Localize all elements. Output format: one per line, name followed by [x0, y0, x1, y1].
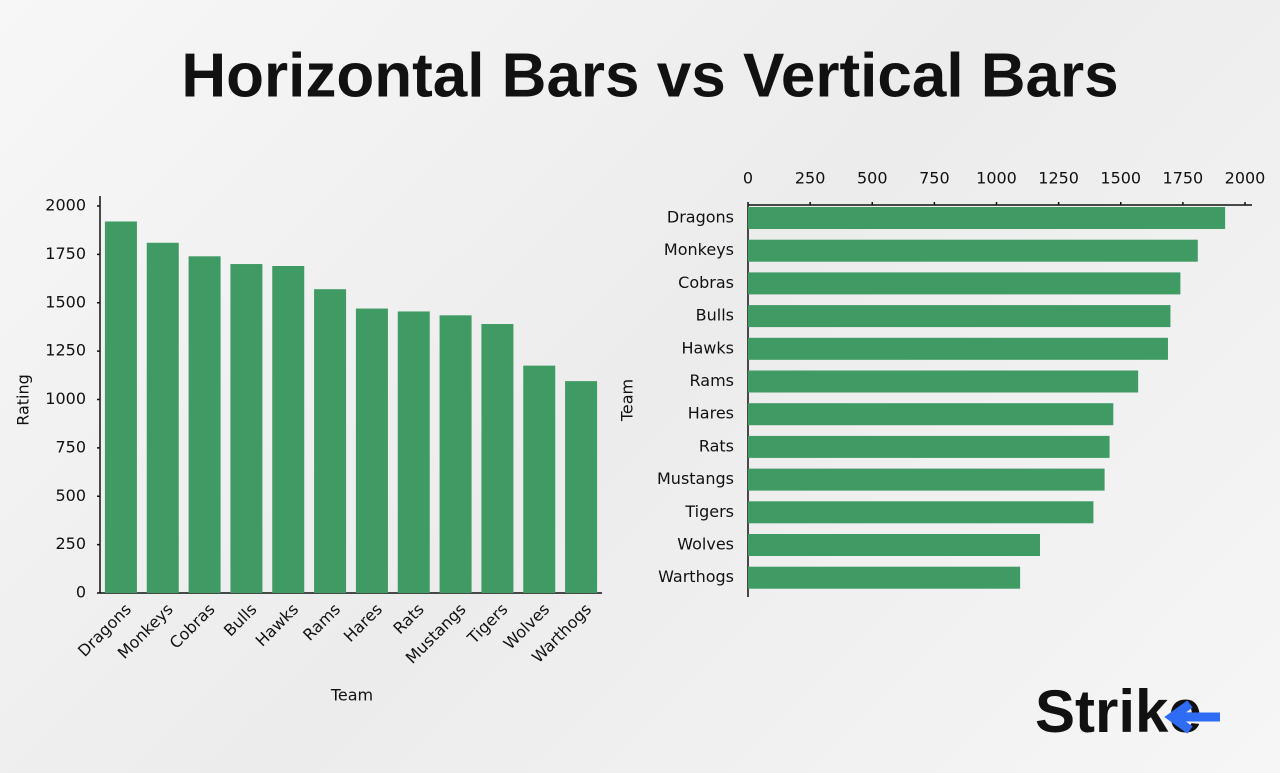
bar [104, 221, 137, 594]
y-tick-label: 1250 [45, 341, 86, 360]
y-tick-label: 1750 [45, 244, 86, 263]
bar [748, 403, 1114, 426]
bar [188, 256, 221, 593]
bar [748, 534, 1040, 556]
x-tick-label: Hawks [252, 600, 303, 651]
y-tick-label: Dragons [667, 208, 734, 227]
y-tick-label: 250 [55, 534, 86, 553]
x-tick-label: Hares [340, 600, 386, 646]
logo-arrow [1164, 700, 1220, 734]
y-tick-label: Hawks [681, 338, 734, 357]
x-tick-label: 1250 [1038, 169, 1079, 188]
bar [748, 239, 1198, 262]
bar [355, 308, 388, 593]
bar [748, 501, 1094, 524]
bar [748, 337, 1168, 360]
x-tick-label: 750 [919, 169, 950, 188]
y-tick-label: 0 [76, 583, 86, 602]
x-tick-label: 2000 [1225, 169, 1266, 188]
x-tick-label: Cobras [166, 600, 219, 653]
y-tick-label: Cobras [678, 273, 734, 292]
y-tick-label: Rats [699, 436, 734, 455]
y-tick-label: Hares [688, 404, 734, 423]
x-tick-label: 250 [795, 169, 826, 188]
y-tick-label: 1000 [45, 389, 86, 408]
bar [748, 370, 1139, 393]
y-tick-label: Tigers [684, 502, 734, 521]
bar [314, 289, 347, 593]
page-title: Horizontal Bars vs Vertical Bars [181, 41, 1118, 110]
x-tick-label: 1500 [1100, 169, 1141, 188]
x-tick-label: 1000 [976, 169, 1017, 188]
bar [748, 272, 1181, 295]
bar [439, 315, 472, 593]
bar [748, 468, 1105, 491]
y-axis-label: Team [618, 379, 637, 422]
x-axis-label: Team [330, 686, 373, 705]
x-tick-label: Rats [389, 600, 427, 638]
y-tick-label: Warthogs [658, 567, 734, 586]
x-tick-label: 1750 [1163, 169, 1204, 188]
y-tick-label: Wolves [677, 535, 734, 554]
bar [272, 265, 305, 593]
bar [748, 207, 1226, 229]
y-tick-label: 750 [55, 437, 86, 456]
bar [146, 242, 179, 593]
y-tick-label: 1500 [45, 292, 86, 311]
x-tick-label: 500 [857, 169, 888, 188]
x-tick-label: 0 [743, 169, 753, 188]
y-tick-label: Mustangs [657, 469, 734, 488]
bar [397, 311, 430, 593]
x-tick-label: Rams [299, 600, 344, 645]
y-tick-label: Monkeys [664, 240, 734, 259]
bar [748, 305, 1171, 328]
y-tick-label: Rams [690, 371, 735, 390]
y-axis-label: Rating [14, 374, 33, 426]
y-tick-label: 500 [55, 486, 86, 505]
bar [523, 365, 556, 593]
bar [565, 381, 598, 593]
bar [481, 324, 514, 593]
bar [230, 264, 263, 593]
bar [748, 566, 1021, 589]
y-tick-label: Bulls [696, 306, 734, 325]
bar [748, 435, 1110, 458]
y-tick-label: 2000 [45, 196, 86, 215]
